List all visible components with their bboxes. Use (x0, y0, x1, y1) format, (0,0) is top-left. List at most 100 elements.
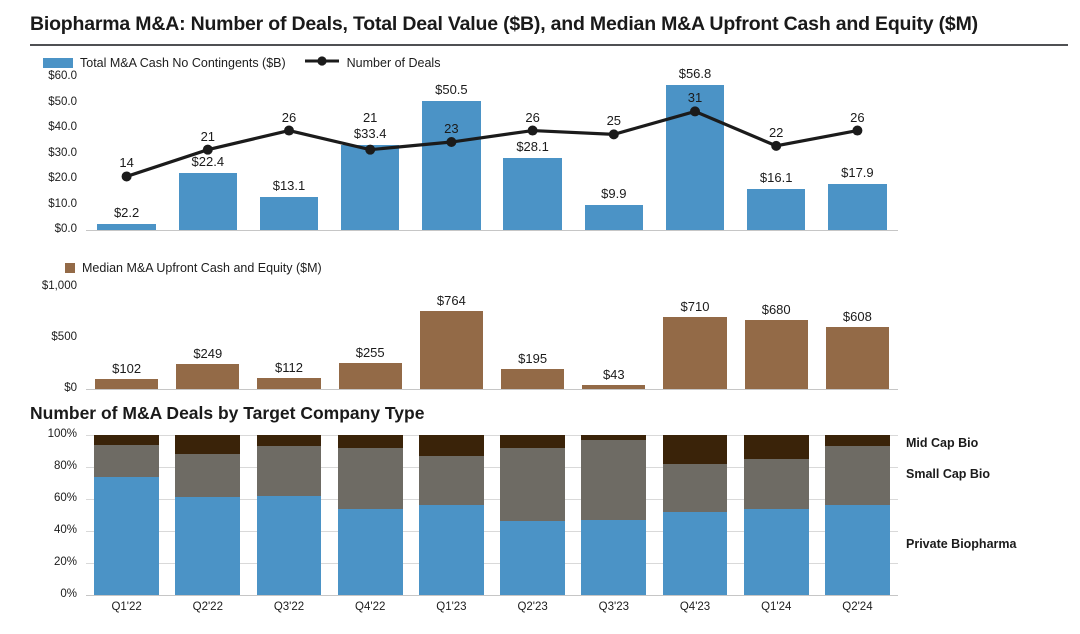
deals-value-label: 25 (606, 113, 622, 129)
segment-mid-cap-bio (824, 435, 890, 447)
legend-item-median-upfront: Median M&A Upfront Cash and Equity ($M) (65, 261, 322, 275)
median-value-label: $710 (680, 298, 710, 314)
y-axis-tick: 40% (53, 524, 77, 536)
median-value-label: $249 (193, 345, 223, 361)
y-axis-tick: $20.0 (48, 172, 77, 184)
company-type-chart: 100% 80% 60% 40% 20% 0% Mid Cap Bio Small Cap… (30, 428, 1068, 600)
segment-mid-cap-bio (256, 435, 322, 447)
bar-value-label: $2.2 (113, 205, 140, 221)
chart1-legend: Total M&A Cash No Contingents ($B) Numbe… (43, 55, 1068, 70)
x-axis-label: Q4'22 (355, 601, 386, 613)
deals-point-marker (365, 144, 376, 155)
x-axis-label: Q1'24 (761, 601, 792, 613)
segment-private-biopharma (256, 495, 322, 595)
chart3-y-axis: 100% 80% 60% 40% 20% 0% (30, 428, 86, 600)
segment-private-biopharma (175, 497, 241, 595)
median-upfront-bar (582, 384, 646, 389)
segment-small-cap-bio (743, 459, 809, 509)
bar-value-label: $56.8 (678, 66, 712, 82)
x-axis-label: Q3'22 (273, 601, 305, 613)
median-value-label: $195 (518, 351, 548, 367)
deals-point-marker (608, 129, 619, 140)
title-divider (30, 44, 1068, 46)
segment-mid-cap-bio (662, 435, 728, 464)
segment-mid-cap-bio (418, 435, 484, 456)
bar-value-label: $13.1 (272, 177, 306, 193)
legend-label-number-of-deals: Number of Deals (346, 55, 441, 70)
segment-small-cap-bio (94, 444, 160, 477)
segment-private-biopharma (418, 505, 484, 595)
bar-value-label: $22.4 (191, 153, 225, 169)
deals-point-marker (446, 137, 457, 148)
y-axis-tick: $40.0 (48, 121, 77, 133)
deals-value-label: 21 (200, 128, 216, 144)
report-page: Biopharma M&A: Number of Deals, Total De… (30, 13, 1068, 613)
series-label-small-cap-bio: Small Cap Bio (906, 467, 991, 481)
median-upfront-bar (257, 377, 321, 389)
segment-private-biopharma (824, 505, 890, 595)
total-m-a-cash-no-contingents-b-bar (340, 144, 400, 230)
median-upfront-bar (94, 378, 159, 389)
chart3-plot-area (86, 435, 898, 596)
segment-small-cap-bio (824, 446, 890, 506)
median-value-label: $255 (355, 344, 385, 360)
bar-value-label: $16.1 (759, 169, 793, 185)
median-value-label: $102 (112, 360, 142, 376)
total-m-a-cash-no-contingents-b-bar (422, 101, 481, 230)
median-value-label: $608 (842, 308, 872, 324)
y-axis-tick: 60% (53, 492, 77, 504)
total-m-a-cash-no-contingents-b-bar (97, 224, 156, 230)
y-axis-tick: $0 (64, 382, 77, 394)
segment-mid-cap-bio (94, 435, 160, 445)
segment-small-cap-bio (337, 447, 403, 509)
median-value-label: $43 (602, 366, 625, 382)
deals-line (121, 106, 863, 182)
bar-value-label: $17.9 (841, 165, 874, 181)
total-m-a-cash-no-contingents-b-bar (746, 188, 806, 230)
y-axis-tick: 100% (47, 428, 77, 440)
x-axis-label: Q2'24 (842, 601, 873, 613)
y-axis-tick: $10.0 (48, 197, 77, 210)
segment-mid-cap-bio (175, 435, 241, 455)
deals-point-marker (284, 125, 294, 136)
grid-line (86, 499, 898, 500)
deals-value-label: 23 (444, 121, 459, 137)
deals-point-marker (771, 140, 782, 151)
median-upfront-chart: $1,000 $500 $0 $102 $249 $112 $255 $764 $195 $43… (30, 280, 1068, 394)
segment-private-biopharma (581, 519, 647, 595)
bar-value-label: $50.5 (435, 82, 468, 98)
y-axis-tick: $1,000 (41, 280, 77, 292)
segment-private-biopharma (743, 508, 809, 595)
grid-line (86, 435, 898, 436)
legend-item-number-of-deals: Number of Deals (304, 55, 441, 70)
deals-point-marker (121, 171, 132, 182)
segment-private-biopharma (94, 476, 160, 595)
segment-small-cap-bio (175, 454, 241, 498)
median-upfront-bar (825, 326, 890, 389)
deals-value-label: 14 (119, 155, 134, 171)
total-m-a-cash-no-contingents-b-bar (828, 184, 887, 230)
chart1-y-axis: $60.0 $50.0 $40.0 $30.0 $20.0 $10.0 $0.0 (30, 70, 86, 235)
segment-mid-cap-bio (337, 435, 403, 448)
y-axis-tick: 20% (53, 556, 77, 568)
deals-point-marker (527, 125, 538, 136)
x-axis-label: Q1'23 (436, 601, 467, 613)
median-upfront-bar (176, 363, 240, 389)
series-label-mid-cap-bio: Mid Cap Bio (906, 436, 979, 450)
median-upfront-swatch-icon (65, 263, 75, 273)
deals-value-label: 31 (687, 90, 703, 106)
median-upfront-bar (338, 363, 402, 389)
chart2-y-axis: $1,000 $500 $0 (30, 280, 86, 394)
series-label-private-biopharma: Private Biopharma (906, 537, 1017, 551)
segment-private-biopharma (500, 521, 566, 595)
section-title: Number of M&A Deals by Target Company Ty… (30, 403, 425, 423)
x-axis-label: Q4'23 (679, 601, 711, 613)
segment-small-cap-bio (662, 463, 728, 512)
median-upfront-bar (500, 369, 565, 389)
legend-item-total-cash: Total M&A Cash No Contingents ($B) (43, 56, 286, 70)
deals-point-marker (202, 144, 213, 155)
legend-label-median-upfront: Median M&A Upfront Cash and Equity ($M) (82, 261, 322, 275)
segment-mid-cap-bio (743, 435, 809, 459)
segment-mid-cap-bio (581, 435, 647, 440)
chart2-plot-area: $102 $249 $112 $255 $764 $195 $43 $710 $680 $608 (86, 287, 898, 390)
